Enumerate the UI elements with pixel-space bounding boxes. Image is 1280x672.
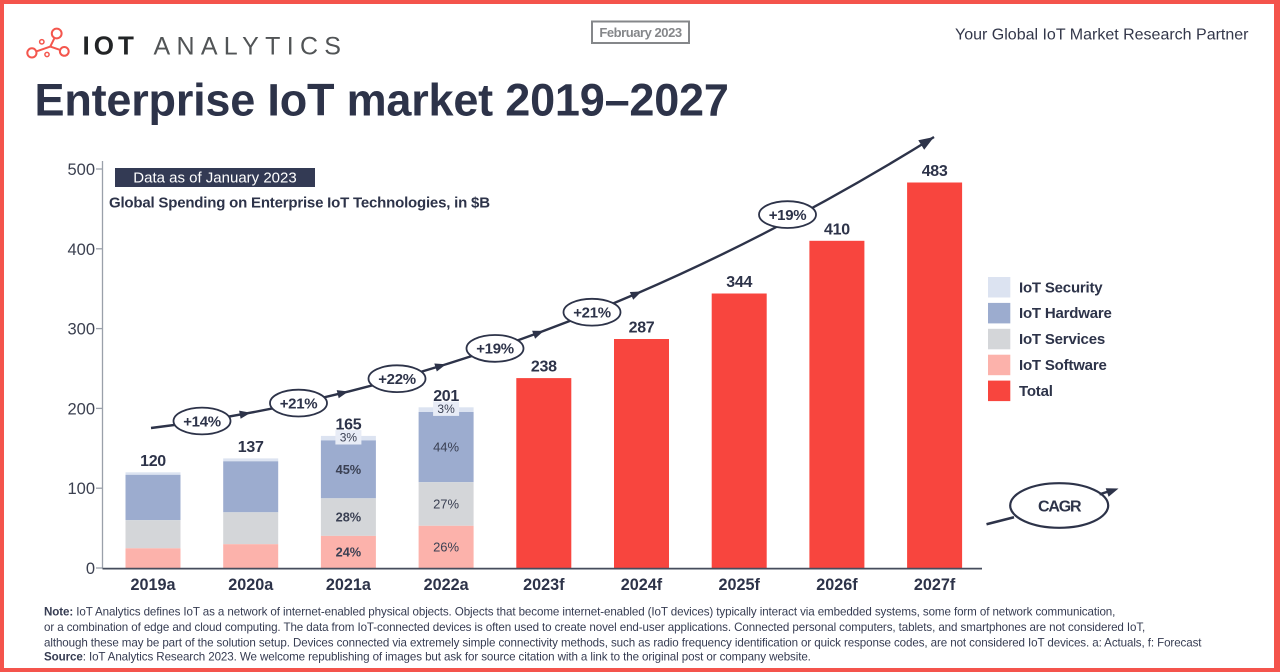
svg-text:44%: 44% (433, 440, 459, 455)
svg-text:Total: Total (1019, 383, 1053, 400)
svg-text:Enterprise IoT market 2019–202: Enterprise IoT market 2019–2027 (35, 74, 729, 125)
svg-text:137: 137 (238, 439, 264, 456)
svg-text:ANALYTICS: ANALYTICS (154, 33, 348, 61)
svg-text:120: 120 (140, 453, 166, 470)
svg-text:Note: IoT Analytics defines Io: Note: IoT Analytics defines IoT as a net… (44, 606, 1115, 619)
svg-text:2027f: 2027f (914, 576, 956, 594)
svg-text:+19%: +19% (769, 207, 807, 224)
svg-text:+14%: +14% (183, 413, 221, 430)
svg-text:238: 238 (531, 359, 557, 376)
svg-text:500: 500 (67, 161, 95, 179)
svg-text:Your Global IoT Market Researc: Your Global IoT Market Research Partner (955, 26, 1249, 43)
svg-text:although these may be part of: although these may be part of the soluti… (44, 636, 1202, 649)
svg-text:IoT Software: IoT Software (1019, 357, 1107, 374)
svg-text:287: 287 (629, 320, 655, 337)
svg-text:410: 410 (824, 221, 850, 238)
svg-text:344: 344 (726, 274, 752, 291)
svg-text:CAGR: CAGR (1038, 498, 1082, 515)
svg-text:483: 483 (922, 163, 948, 180)
svg-text:100: 100 (67, 480, 95, 498)
svg-text:45%: 45% (336, 462, 362, 477)
svg-text:or a combination of edge and c: or a combination of edge and cloud compu… (44, 621, 1145, 634)
svg-text:28%: 28% (336, 510, 362, 525)
svg-text:IoT Services: IoT Services (1019, 331, 1105, 348)
svg-text:200: 200 (67, 400, 95, 418)
svg-text:2026f: 2026f (816, 576, 858, 594)
svg-text:0: 0 (86, 560, 95, 578)
svg-text:300: 300 (67, 321, 95, 339)
svg-text:2024f: 2024f (621, 576, 663, 594)
svg-text:24%: 24% (336, 544, 362, 559)
svg-text:+19%: +19% (476, 341, 514, 358)
svg-text:27%: 27% (433, 497, 459, 512)
svg-text:201: 201 (433, 388, 459, 405)
svg-text:2025f: 2025f (718, 576, 760, 594)
svg-text:26%: 26% (433, 539, 459, 554)
svg-text:Global Spending on Enterprise: Global Spending on Enterprise IoT Techno… (109, 195, 490, 212)
svg-text:+22%: +22% (378, 371, 416, 388)
svg-text:IOT: IOT (83, 31, 138, 61)
svg-text:2023f: 2023f (523, 576, 565, 594)
svg-text:IoT Security: IoT Security (1019, 279, 1103, 296)
svg-text:2021a: 2021a (326, 576, 372, 594)
svg-text:IoT Hardware: IoT Hardware (1019, 305, 1112, 322)
svg-text:Source: IoT Analytics Research: Source: IoT Analytics Research 2023. We … (44, 650, 811, 663)
svg-text:2020a: 2020a (228, 576, 274, 594)
svg-text:Data as of January 2023: Data as of January 2023 (133, 169, 296, 186)
svg-text:3%: 3% (340, 431, 358, 445)
svg-text:+21%: +21% (280, 395, 318, 412)
svg-text:3%: 3% (437, 402, 455, 416)
svg-text:400: 400 (67, 241, 95, 259)
svg-text:2019a: 2019a (130, 576, 176, 594)
svg-text:+21%: +21% (573, 305, 611, 322)
svg-text:2022a: 2022a (424, 576, 470, 594)
svg-text:February 2023: February 2023 (599, 25, 682, 40)
svg-text:165: 165 (336, 416, 362, 433)
